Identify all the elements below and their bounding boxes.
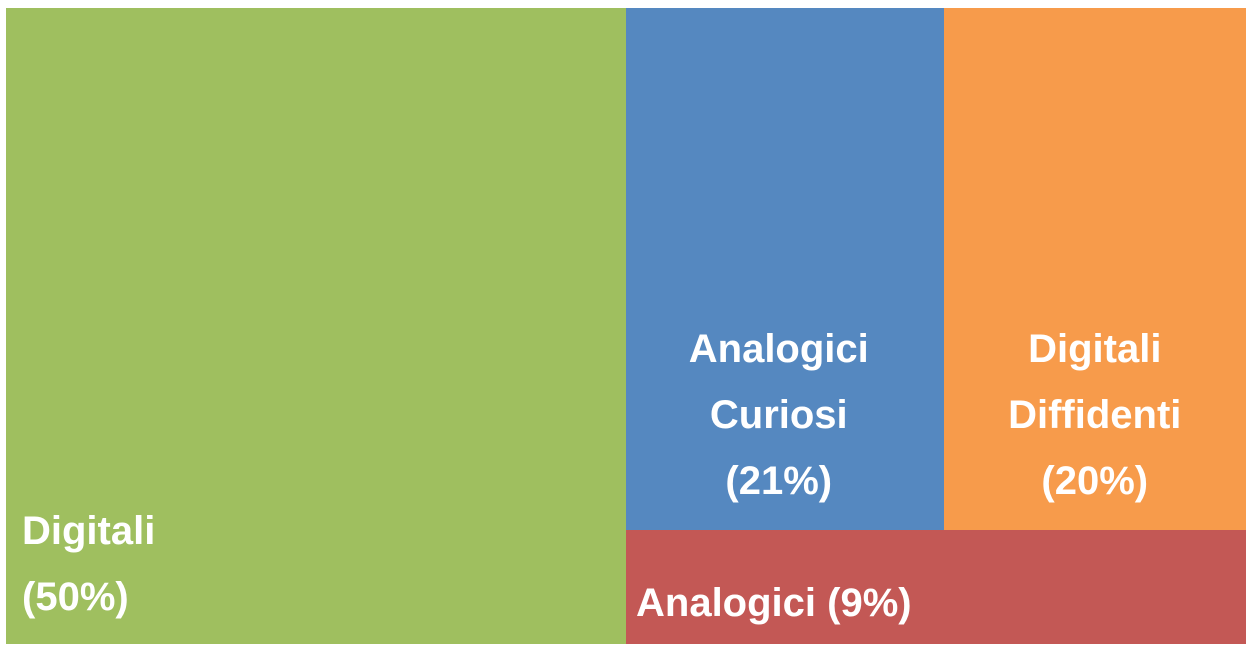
value-label: (50%) (22, 575, 129, 619)
tile-label: Digitali Diffidenti (20%) (954, 316, 1236, 514)
value-label: (21%) (725, 458, 833, 503)
tile-label: Digitali (50%) (22, 498, 155, 630)
tile-label: Analogici Curiosi (21%) (634, 316, 924, 514)
value-label: (9%) (827, 580, 912, 625)
tile: Analogici Curiosi (21%) (626, 8, 944, 530)
category-name: Analogici Curiosi (688, 326, 869, 437)
tile: Analogici (9%) (626, 529, 1246, 644)
category-name: Digitali Diffidenti (1008, 326, 1182, 437)
category-name: Digitali (22, 509, 156, 553)
value-label: (20%) (1041, 458, 1149, 503)
category-name: Analogici (636, 580, 817, 625)
tile: Digitali (50%) (6, 8, 626, 644)
tile: Digitali Diffidenti (20%) (943, 8, 1246, 530)
tile-label: Analogici (9%) (636, 570, 912, 636)
